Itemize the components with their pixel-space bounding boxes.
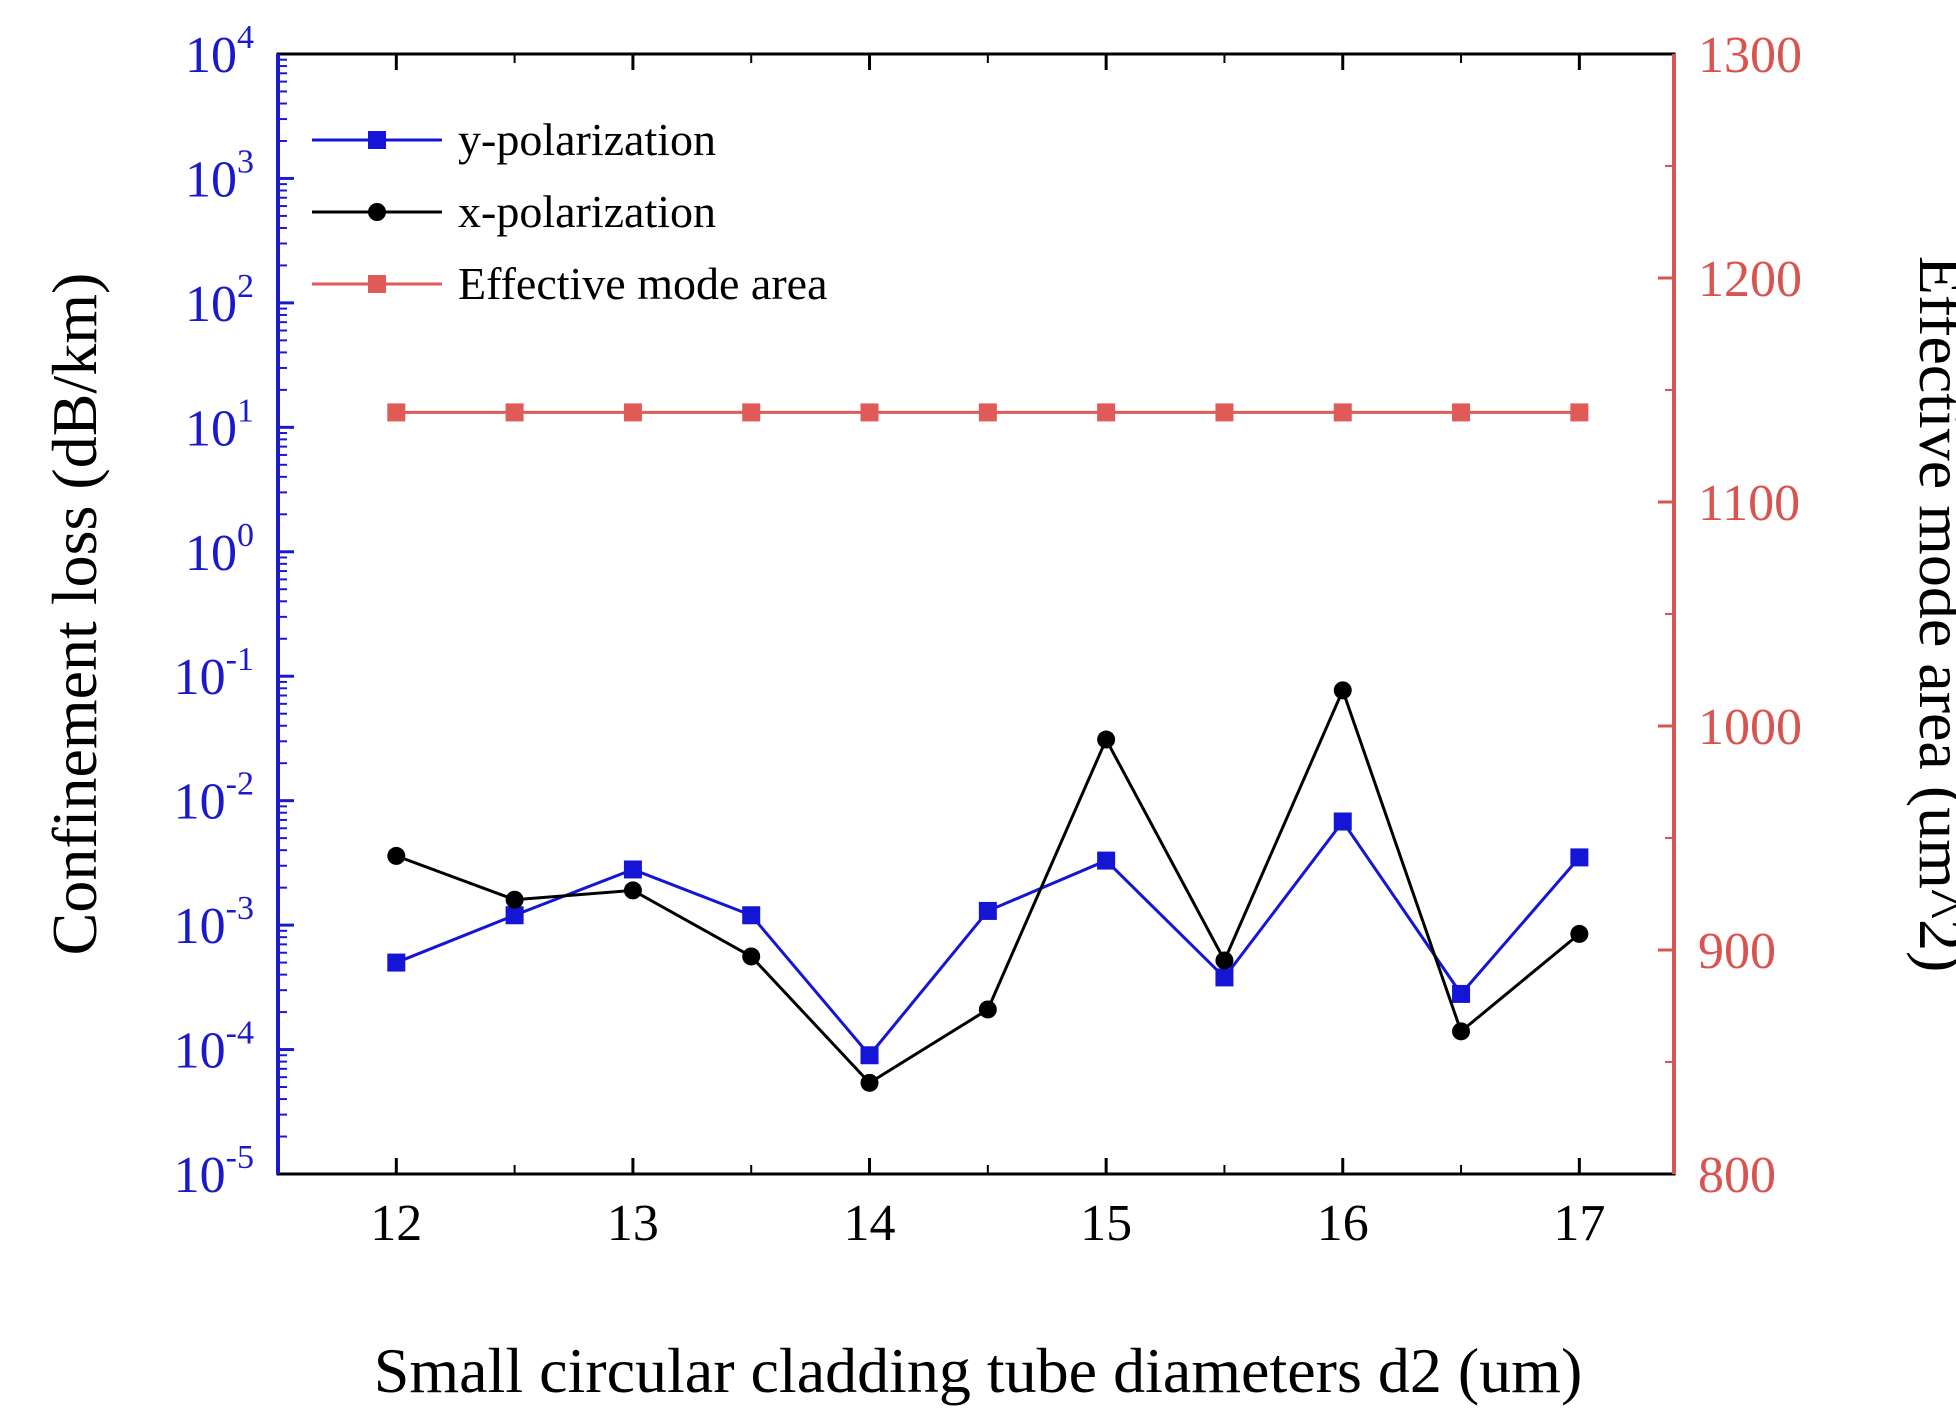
left-tick-exponent: -4 xyxy=(226,1015,254,1052)
effective-mode-area-point xyxy=(978,403,997,422)
left-tick-base: 10 xyxy=(185,525,237,582)
left-tick-exponent: 2 xyxy=(237,268,254,305)
x-tick-label: 12 xyxy=(370,1195,422,1252)
effective-mode-area-point xyxy=(1215,403,1234,422)
x-polarization-point xyxy=(1097,730,1116,749)
legend: y-polarization x-polarization Effective mo… xyxy=(312,114,827,309)
left-tick-base: 10 xyxy=(174,1147,226,1204)
left-tick-label: 101 xyxy=(185,392,254,457)
y-polarization-point xyxy=(742,906,761,925)
effective-mode-area-point xyxy=(505,403,524,422)
y-polarization-point xyxy=(1452,984,1471,1003)
right-tick-label: 900 xyxy=(1698,923,1776,980)
left-tick-label: 10-2 xyxy=(174,766,254,831)
left-tick-label: 100 xyxy=(185,517,254,582)
right-tick-label: 1100 xyxy=(1698,475,1800,532)
left-tick-base: 10 xyxy=(174,649,226,706)
legend-label-x-polarization: x-polarization xyxy=(458,186,716,237)
y-polarization-point xyxy=(860,1046,879,1065)
effective-mode-area-point xyxy=(1452,403,1471,422)
left-axis-title: Confinement loss (dB/km) xyxy=(39,273,110,956)
right-tick-label: 800 xyxy=(1698,1147,1776,1204)
legend-marker-effective-mode-area xyxy=(368,275,386,293)
y-polarization-point xyxy=(1333,812,1352,831)
x-tick-label: 13 xyxy=(607,1195,659,1252)
right-tick-label: 1200 xyxy=(1698,251,1802,308)
left-tick-exponent: -1 xyxy=(226,641,254,678)
right-axis-title: Effective mode area (um^2) xyxy=(1906,256,1956,973)
x-polarization-line xyxy=(395,686,1581,1085)
x-polarization-point xyxy=(860,1073,879,1092)
left-tick-exponent: 0 xyxy=(237,517,254,554)
effective-mode-area-point xyxy=(1570,403,1589,422)
effective-mode-area-point xyxy=(742,403,761,422)
left-tick-exponent: -5 xyxy=(226,1139,254,1176)
left-tick-base: 10 xyxy=(174,1023,226,1080)
legend-label-y-polarization: y-polarization xyxy=(458,114,716,165)
effective-mode-area-point xyxy=(1333,403,1352,422)
right-tick-label: 1000 xyxy=(1698,699,1802,756)
x-polarization-point xyxy=(1215,951,1234,970)
effective-mode-area-point xyxy=(1097,403,1116,422)
x-polarization-point xyxy=(505,890,524,909)
left-tick-base: 10 xyxy=(174,898,226,955)
y-polarization-point xyxy=(978,901,997,920)
x-polarization-point xyxy=(1452,1022,1471,1041)
effective-mode-area-point xyxy=(860,403,879,422)
x-polarization-point xyxy=(742,947,761,966)
left-tick-exponent: 3 xyxy=(237,143,254,180)
left-tick-label: 10-3 xyxy=(174,890,254,955)
x-polarization-point xyxy=(978,1000,997,1019)
legend-label-effective-mode-area: Effective mode area xyxy=(458,258,827,309)
left-tick-base: 10 xyxy=(185,400,237,457)
left-tick-base: 10 xyxy=(185,276,237,333)
left-tick-label: 104 xyxy=(185,19,254,84)
x-polarization-point xyxy=(1570,924,1589,943)
y-polarization-point xyxy=(505,906,524,925)
y-polarization-point xyxy=(623,860,642,879)
y-polarization-point xyxy=(387,953,406,972)
y-polarization-point xyxy=(1215,968,1234,987)
y-polarization-point xyxy=(1570,848,1589,867)
x-tick-label: 14 xyxy=(844,1195,896,1252)
x-tick-label: 17 xyxy=(1553,1195,1605,1252)
left-tick-label: 102 xyxy=(185,268,254,333)
x-polarization-point xyxy=(387,846,406,865)
series-layer xyxy=(387,403,1589,1092)
legend-marker-y-polarization xyxy=(368,131,386,149)
left-tick-exponent: 1 xyxy=(237,392,254,429)
effective-mode-area-point xyxy=(623,403,642,422)
x-axis-title: Small circular cladding tube diameters d… xyxy=(374,1335,1583,1406)
left-tick-base: 10 xyxy=(185,151,237,208)
y-polarization-point xyxy=(1097,851,1116,870)
right-tick-label: 1300 xyxy=(1698,27,1802,84)
legend-marker-x-polarization xyxy=(368,203,386,221)
left-tick-label: 10-5 xyxy=(174,1139,254,1204)
left-tick-exponent: 4 xyxy=(237,19,254,56)
left-tick-exponent: -2 xyxy=(226,766,254,803)
x-tick-label: 16 xyxy=(1317,1195,1369,1252)
x-polarization-point xyxy=(1333,681,1352,700)
left-tick-base: 10 xyxy=(174,774,226,831)
x-tick-label: 15 xyxy=(1080,1195,1132,1252)
left-tick-exponent: -3 xyxy=(226,890,254,927)
left-tick-base: 10 xyxy=(185,27,237,84)
effective-mode-area-point xyxy=(387,403,406,422)
tick-labels: 12 13 14 15 16 1710410310210110010-110-210-31… xyxy=(174,19,1802,1252)
x-polarization-point xyxy=(623,881,642,900)
left-tick-label: 10-1 xyxy=(174,641,254,706)
left-tick-label: 10-4 xyxy=(174,1015,254,1080)
left-tick-label: 103 xyxy=(185,143,254,208)
